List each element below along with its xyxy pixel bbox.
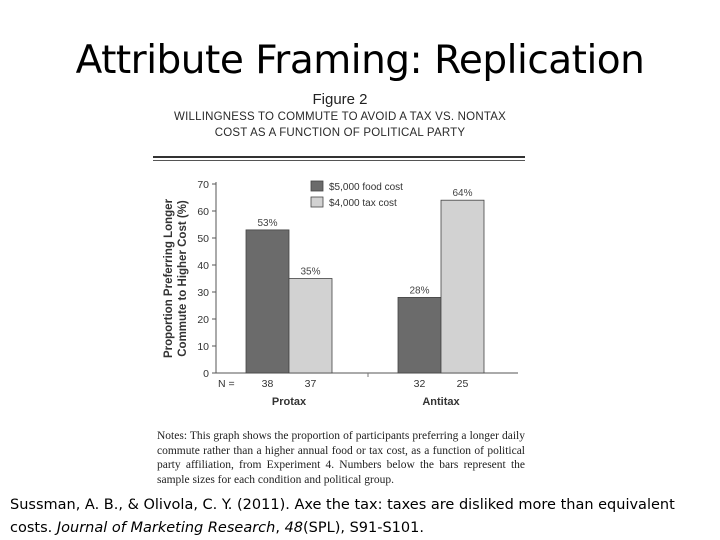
bar-value-label: 53% xyxy=(257,218,277,229)
bar xyxy=(397,296,442,374)
figure-image: Figure 2 WILLINGNESS TO COMMUTE TO AVOID… xyxy=(150,88,530,486)
y-tick-label: 20 xyxy=(197,314,209,326)
sample-size-label: 38 xyxy=(262,378,274,390)
n-label: N = xyxy=(218,378,235,390)
sample-size-label: 32 xyxy=(414,378,426,390)
citation-journal: Journal of Marketing Research xyxy=(56,520,276,536)
slide-title: Attribute Framing: Replication xyxy=(75,38,645,83)
bar-value-label: 35% xyxy=(300,267,320,278)
bar-value-label: 64% xyxy=(452,188,472,199)
figure-top-rule-thin xyxy=(153,160,525,161)
bar-value-label: 28% xyxy=(409,285,429,296)
sample-size-label: 37 xyxy=(305,378,317,390)
y-tick-label: 10 xyxy=(197,341,209,353)
citation-authors: Sussman, A. B., & Olivola, C. Y. (2011).… xyxy=(10,497,675,536)
y-axis-label-line-2: Commute to Higher Cost (%) xyxy=(177,200,189,357)
category-label: Antitax xyxy=(422,396,460,408)
bar xyxy=(288,278,333,374)
citation-sep: , xyxy=(275,520,285,536)
y-tick-label: 60 xyxy=(197,206,209,218)
legend-swatch xyxy=(310,180,324,192)
figure-top-rule xyxy=(153,156,525,158)
citation-issue-pages: (SPL), S91-S101. xyxy=(303,520,424,536)
bar xyxy=(440,199,485,374)
legend-label: $4,000 tax cost xyxy=(329,198,397,209)
citation-volume: 48 xyxy=(284,520,304,536)
y-tick-label: 30 xyxy=(197,287,209,299)
figure-label: Figure 2 xyxy=(312,91,368,108)
bar xyxy=(245,229,290,374)
category-label: Protax xyxy=(272,396,307,408)
y-tick-label: 40 xyxy=(197,260,209,272)
y-tick-label: 50 xyxy=(197,233,209,245)
figure-notes: Notes: This graph shows the proportion o… xyxy=(157,430,525,486)
y-axis-label-line-1: Proportion Preferring Longer xyxy=(163,198,175,358)
citation: Sussman, A. B., & Olivola, C. Y. (2011).… xyxy=(10,494,710,540)
bar-chart: 0 10 20 30 40 50 60 70 Proportion Preferring Lon… xyxy=(163,179,518,408)
y-tick-label: 0 xyxy=(203,368,209,380)
legend-swatch xyxy=(310,196,324,208)
figure-title-line-1: WILLINGNESS TO COMMUTE TO AVOID A TAX VS… xyxy=(174,111,506,123)
y-tick-label: 70 xyxy=(197,179,209,191)
legend-label: $5,000 food cost xyxy=(329,182,403,193)
figure-title-line-2: COST AS A FUNCTION OF POLITICAL PARTY xyxy=(214,127,466,139)
sample-size-label: 25 xyxy=(457,378,469,390)
